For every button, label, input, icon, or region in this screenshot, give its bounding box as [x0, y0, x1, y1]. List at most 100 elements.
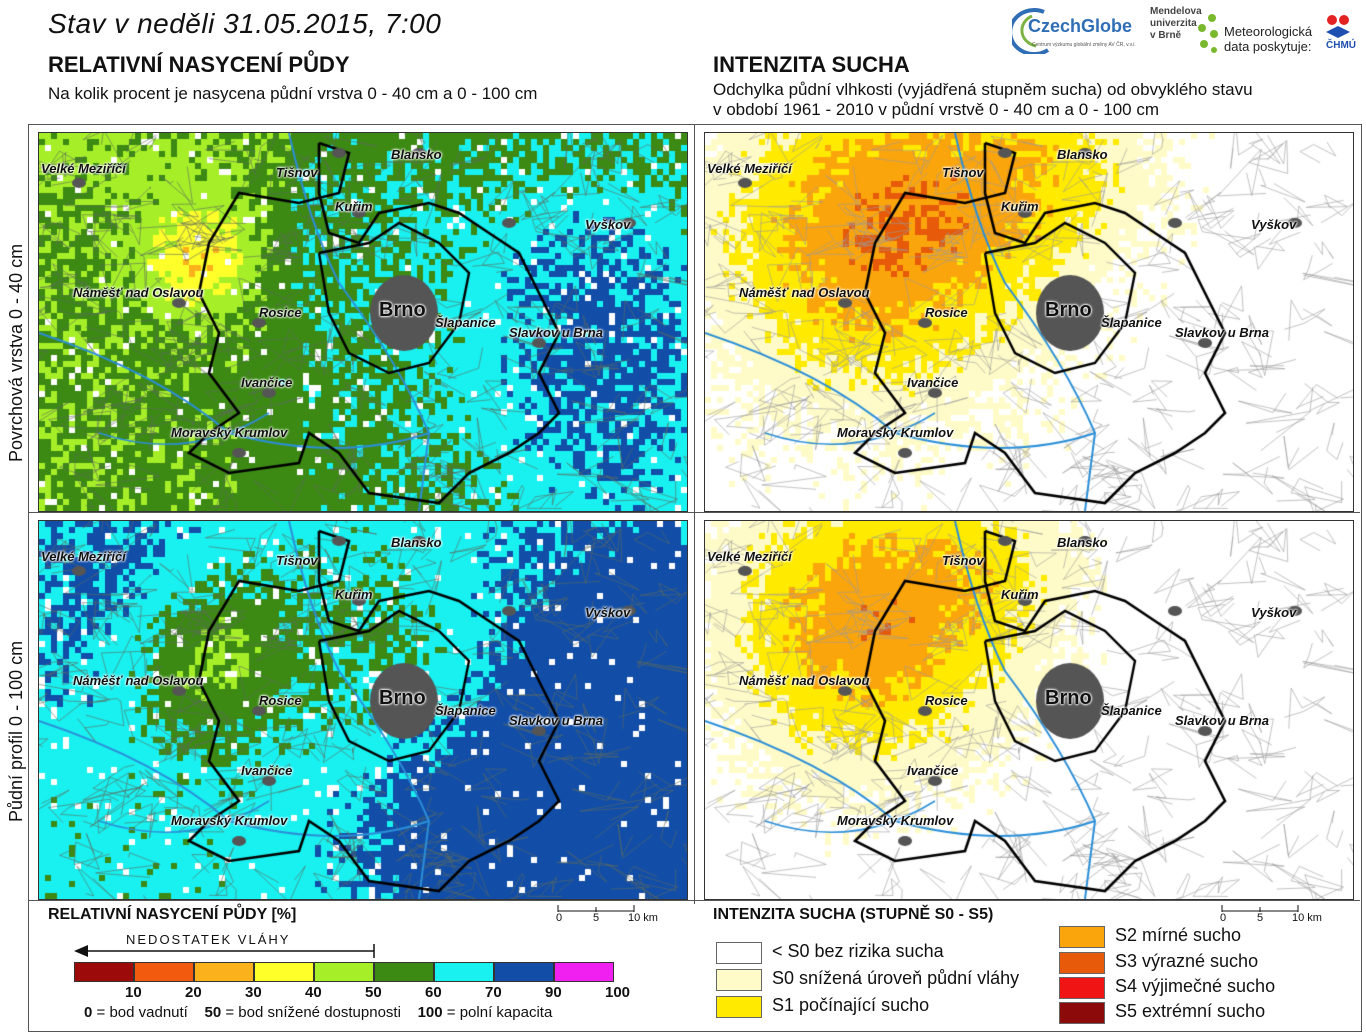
town-label: Tišnov	[942, 165, 984, 180]
drought-legend-title: INTENZITA SUCHA (STUPNĚ S0 - S5)	[713, 906, 994, 923]
drought-label: S5 extrémní sucho	[1115, 1001, 1266, 1021]
colorbar-segment	[434, 962, 494, 982]
note-50-num: 50	[204, 1004, 222, 1021]
scale-right-t0: 0	[1220, 912, 1227, 924]
drought-swatch	[1059, 952, 1105, 974]
scale-right-t2: 10 km	[1292, 912, 1322, 924]
town-label: Vyškov	[1251, 217, 1297, 232]
saturation-topsoil-raster	[39, 133, 687, 511]
right-subtitle-line1: Odchylka půdní vlhkosti (vyjádřená stupn…	[713, 80, 1253, 99]
drought-swatch	[1059, 926, 1105, 948]
town-label: Blansko	[1057, 147, 1108, 162]
town-label: Tišnov	[942, 553, 984, 568]
colorbar-segment	[374, 962, 434, 982]
town-label: Velké Meziříčí	[41, 549, 126, 564]
mendel-line2: univerzita	[1150, 18, 1197, 29]
drought-swatch	[716, 942, 762, 964]
mendel-logo: Mendelova univerzita v Brně	[1150, 6, 1220, 56]
chmu-wordmark: ČHMÚ	[1326, 40, 1356, 51]
drought-label: < S0 bez rizika sucha	[772, 941, 944, 961]
town-label: Rosice	[925, 693, 968, 708]
saturation-legend-title: RELATIVNÍ NASYCENÍ PŮDY [%]	[48, 906, 297, 923]
saturation-ticks: 10 20 30 40 50 60 70 90 100	[74, 984, 674, 1004]
scale-bar-left-graphic	[557, 905, 635, 912]
left-arrow-icon	[74, 944, 375, 958]
town-label: Náměšť nad Oslavou	[73, 285, 204, 300]
town-label: Rosice	[259, 305, 302, 320]
town-label: Brno	[1045, 687, 1092, 709]
meteo-credit: Meteorologická data poskytuje:	[1224, 24, 1312, 54]
scale-right-t1: 5	[1257, 912, 1264, 924]
colorbar-segment	[494, 962, 554, 982]
colorbar-segment	[74, 962, 134, 982]
drought-swatch	[1059, 977, 1105, 999]
mendel-line3: v Brně	[1150, 30, 1182, 41]
chmu-logo: ČHMÚ	[1322, 12, 1362, 56]
town-label: Blansko	[391, 535, 442, 550]
right-heading: INTENZITA SUCHA	[713, 52, 910, 77]
row-label-topsoil: Povrchová vrstva 0 - 40 cm	[6, 243, 26, 462]
town-label: Šlapanice	[1101, 315, 1162, 330]
colorbar-tick: 50	[365, 984, 382, 1001]
row-label-profile: Půdní profil 0 - 100 cm	[6, 640, 26, 822]
map-drought-profile: Velké Meziříčí Tišnov Blansko Kuřim Vyškov Ná…	[704, 520, 1354, 900]
moisture-deficit-label: NEDOSTATEK VLÁHY	[126, 932, 291, 947]
drought-label: S2 mírné sucho	[1115, 925, 1242, 945]
mendel-line1: Mendelova	[1150, 6, 1202, 17]
town-label: Ivančice	[907, 375, 959, 390]
colorbar-tick: 100	[605, 984, 631, 1001]
note-0-num: 0	[84, 1004, 93, 1021]
town-label: Moravský Krumlov	[837, 425, 954, 440]
note-50-text: = bod snížené dostupnosti	[221, 1004, 401, 1021]
town-label: Slavkov u Brna	[509, 325, 603, 340]
drought-swatch	[1059, 1002, 1105, 1024]
town-label: Vyškov	[585, 605, 631, 620]
town-label: Ivančice	[241, 375, 293, 390]
town-label: Kuřim	[335, 587, 373, 602]
scale-left-t0: 0	[556, 912, 563, 924]
town-label: Brno	[1045, 299, 1092, 321]
right-subtitle: Odchylka půdní vlhkosti (vyjádřená stupn…	[713, 80, 1353, 120]
colorbar-segment	[134, 962, 194, 982]
legend-divider	[28, 900, 1360, 901]
drought-swatch	[716, 969, 762, 991]
meteo-line2: data poskytuje:	[1224, 39, 1312, 54]
town-label: Brno	[379, 299, 426, 321]
town-label: Vyškov	[1251, 605, 1297, 620]
map-frame	[28, 124, 1362, 1032]
drought-label: S1 počínající sucho	[772, 995, 930, 1015]
town-label: Moravský Krumlov	[171, 425, 288, 440]
town-label: Šlapanice	[435, 315, 496, 330]
scale-left-t1: 5	[593, 912, 600, 924]
scale-bar-right-graphic	[1221, 905, 1299, 912]
town-label: Vyškov	[585, 217, 631, 232]
note-100-num: 100	[417, 1004, 443, 1021]
town-label: Moravský Krumlov	[171, 813, 288, 828]
colorbar-segment	[194, 962, 254, 982]
colorbar-tick: 90	[545, 984, 562, 1001]
town-label: Blansko	[391, 147, 442, 162]
czechglobe-wordmark: CzechGlobe	[1028, 16, 1133, 36]
town-label: Velké Meziříčí	[41, 161, 126, 176]
drought-profile-raster	[705, 521, 1353, 899]
town-label: Šlapanice	[435, 703, 496, 718]
czechglobe-logo: CzechGlobe Centrum výzkumu globální změn…	[1008, 6, 1148, 57]
row-divider	[28, 512, 1360, 513]
moisture-deficit-arrow: NEDOSTATEK VLÁHY	[74, 932, 375, 958]
town-label: Tišnov	[276, 165, 318, 180]
panel-divider	[694, 124, 695, 904]
map-saturation-topsoil: Velké Meziříčí Tišnov Blansko Kuřim Vyškov Ná…	[38, 132, 688, 512]
colorbar-tick: 20	[185, 984, 202, 1001]
town-label: Slavkov u Brna	[509, 713, 603, 728]
scale-left-t2: 10 km	[628, 912, 658, 924]
colorbar-tick: 30	[245, 984, 262, 1001]
town-label: Kuřim	[335, 199, 373, 214]
drought-topsoil-raster	[705, 133, 1353, 511]
town-label: Brno	[379, 687, 426, 709]
drought-label: S4 výjimečné sucho	[1115, 976, 1276, 996]
left-heading: RELATIVNÍ NASYCENÍ PŮDY	[48, 52, 350, 77]
colorbar-tick: 70	[485, 984, 502, 1001]
town-label: Šlapanice	[1101, 703, 1162, 718]
czechglobe-tagline: Centrum výzkumu globální změny AV ČR, v.…	[1032, 42, 1136, 48]
drought-label: S3 výrazné sucho	[1115, 951, 1259, 971]
